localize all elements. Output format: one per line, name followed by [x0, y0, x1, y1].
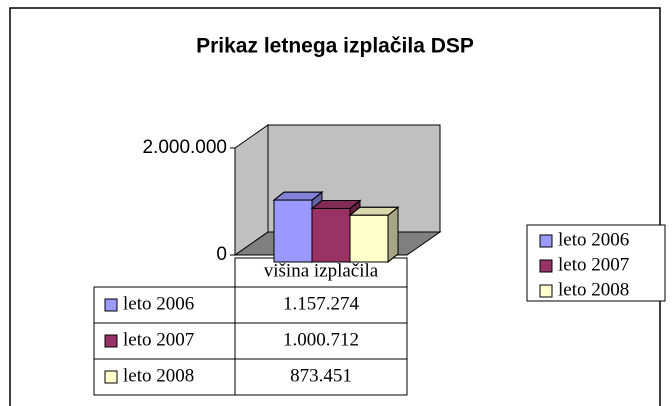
legend-key — [539, 259, 553, 273]
bar-face — [387, 206, 399, 264]
table-series-name: leto 2007 — [123, 329, 194, 350]
bar-face — [349, 214, 389, 263]
table-series-name: leto 2008 — [123, 365, 194, 386]
table-value: 873.451 — [290, 365, 352, 386]
legend-label: leto 2008 — [558, 279, 629, 300]
table-value: 1.157.274 — [283, 293, 360, 314]
table-legend-key — [104, 298, 118, 312]
legend-key — [539, 284, 553, 298]
table-header: višina izplačila — [264, 260, 379, 281]
legend-label: leto 2007 — [558, 254, 629, 275]
y-tick-label: 2.000.000 — [142, 137, 227, 158]
chart-frame — [9, 7, 661, 406]
bar-face — [273, 199, 313, 263]
bar — [348, 206, 400, 264]
table-legend-key — [104, 370, 118, 384]
chart-title: Prikaz letnega izplačila DSP — [196, 35, 474, 58]
legend-label: leto 2006 — [558, 229, 629, 250]
y-tick-label: 0 — [216, 244, 227, 265]
legend-key — [539, 234, 553, 248]
table-legend-key — [104, 334, 118, 348]
data-table — [93, 257, 408, 396]
table-series-name: leto 2006 — [123, 293, 194, 314]
table-value: 1.000.712 — [283, 329, 359, 350]
bar-face — [311, 207, 351, 263]
